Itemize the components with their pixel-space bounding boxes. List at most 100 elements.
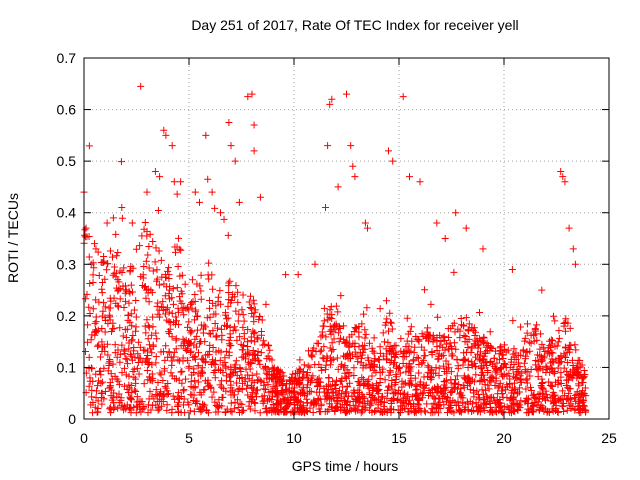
data-point xyxy=(451,376,459,384)
data-point xyxy=(194,349,202,357)
data-point xyxy=(137,82,145,90)
data-point xyxy=(556,355,564,363)
data-point xyxy=(204,175,212,183)
data-point xyxy=(486,359,494,367)
data-point xyxy=(462,332,470,340)
data-point xyxy=(403,400,411,408)
data-point xyxy=(212,402,220,410)
data-point xyxy=(279,388,287,396)
data-point xyxy=(523,348,531,356)
y-tick-label: 0.3 xyxy=(57,256,77,272)
data-point xyxy=(359,364,367,372)
data-point xyxy=(380,408,388,416)
data-point xyxy=(329,378,337,386)
data-point xyxy=(348,392,356,400)
data-point xyxy=(125,372,133,380)
data-point xyxy=(322,204,329,212)
data-point xyxy=(169,285,177,293)
data-point xyxy=(109,319,117,327)
data-point xyxy=(93,408,101,416)
data-point xyxy=(238,306,246,314)
data-point xyxy=(379,329,387,337)
data-point xyxy=(174,403,182,411)
data-point xyxy=(180,401,188,409)
data-point xyxy=(513,390,521,398)
data-point xyxy=(93,328,101,336)
data-point xyxy=(445,404,453,412)
data-point xyxy=(182,347,190,355)
data-point xyxy=(550,312,558,320)
data-point xyxy=(148,349,156,357)
data-point xyxy=(441,235,449,242)
data-point xyxy=(320,317,328,325)
data-point xyxy=(388,344,396,352)
data-point xyxy=(387,319,395,327)
data-point xyxy=(125,345,133,353)
data-point xyxy=(436,405,444,413)
data-point xyxy=(527,386,535,394)
data-point xyxy=(389,346,397,354)
data-point xyxy=(291,394,299,402)
data-point xyxy=(290,387,298,395)
data-point xyxy=(552,356,560,364)
data-point xyxy=(421,382,429,390)
data-point xyxy=(177,246,185,254)
data-point xyxy=(249,327,257,335)
data-point xyxy=(403,314,411,322)
data-point xyxy=(125,381,133,389)
data-point xyxy=(303,383,311,391)
data-point xyxy=(381,321,389,329)
data-point xyxy=(451,398,459,406)
data-point xyxy=(459,356,467,364)
data-point xyxy=(376,378,384,386)
data-point xyxy=(197,271,205,279)
data-point xyxy=(478,386,486,394)
data-point xyxy=(118,214,126,222)
data-point xyxy=(506,408,514,416)
data-point xyxy=(101,328,109,336)
data-point xyxy=(461,403,469,411)
data-point xyxy=(204,271,212,279)
data-point xyxy=(244,371,252,379)
data-point xyxy=(181,409,189,417)
data-point xyxy=(380,338,388,346)
data-point xyxy=(316,408,324,416)
data-point xyxy=(364,224,371,232)
data-point xyxy=(471,362,479,370)
data-point xyxy=(221,354,229,362)
data-point xyxy=(297,389,305,397)
data-point xyxy=(140,262,148,270)
data-point xyxy=(464,344,472,352)
data-point xyxy=(207,383,215,391)
data-point xyxy=(190,353,198,361)
data-point xyxy=(247,382,255,390)
data-point xyxy=(452,345,460,353)
data-point xyxy=(423,373,431,381)
data-point xyxy=(495,350,503,358)
data-point xyxy=(314,382,322,390)
data-point xyxy=(113,284,121,292)
data-point xyxy=(380,399,388,407)
data-point xyxy=(167,369,175,377)
data-point xyxy=(552,378,560,386)
data-point xyxy=(133,402,141,410)
data-point xyxy=(447,368,455,376)
data-point xyxy=(154,379,162,387)
data-point xyxy=(142,294,150,302)
data-point xyxy=(498,351,506,359)
data-point xyxy=(557,373,565,381)
data-point xyxy=(220,215,228,223)
data-point xyxy=(482,399,490,407)
data-point xyxy=(277,405,285,413)
data-point xyxy=(107,386,115,394)
data-point xyxy=(234,298,242,306)
data-point xyxy=(460,349,468,357)
data-point xyxy=(214,324,222,332)
data-point xyxy=(152,353,160,361)
data-point xyxy=(413,382,421,390)
data-point xyxy=(215,347,223,355)
data-point xyxy=(259,397,267,405)
data-point xyxy=(484,342,492,350)
data-point xyxy=(406,173,413,181)
data-point xyxy=(453,385,461,393)
